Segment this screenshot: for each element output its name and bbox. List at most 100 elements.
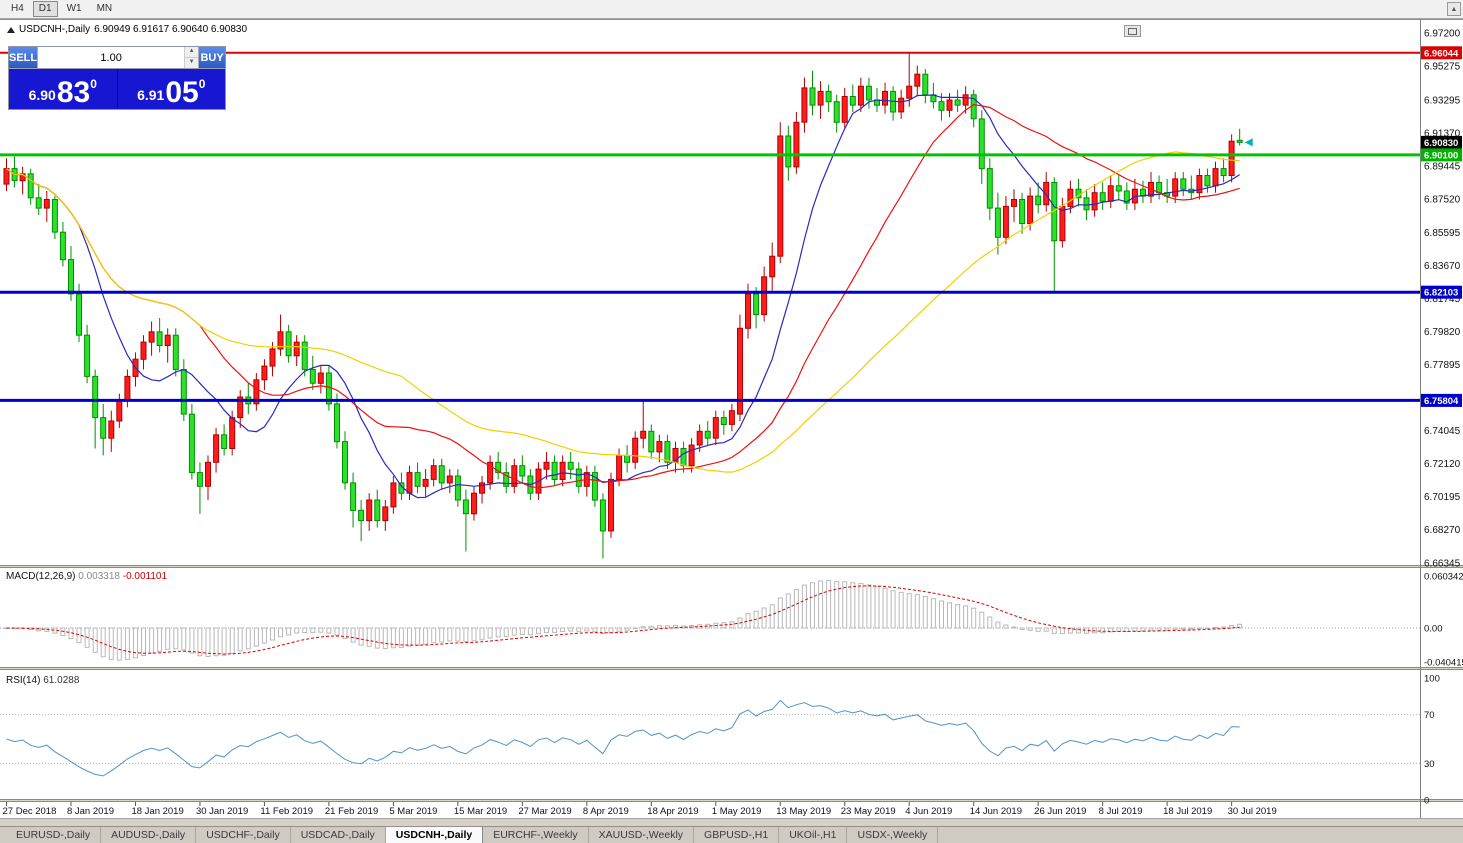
svg-text:23 May 2019: 23 May 2019 [841, 806, 896, 817]
tab-ukoil-h1[interactable]: UKOil-,H1 [779, 827, 848, 843]
svg-text:8 Apr 2019: 8 Apr 2019 [583, 806, 629, 817]
macd-signal-line [6, 585, 1240, 655]
macd-indicator-label: MACD(12,26,9) 0.003318 -0.001101 [6, 571, 168, 582]
svg-text:6.95275: 6.95275 [1424, 62, 1461, 73]
tab-xauusd-weekly[interactable]: XAUUSD-,Weekly [589, 827, 695, 843]
tab-usdcad-daily[interactable]: USDCAD-,Daily [291, 827, 386, 843]
svg-text:4 Jun 2019: 4 Jun 2019 [905, 806, 952, 817]
ma-line-25 [6, 103, 1240, 489]
svg-text:30: 30 [1424, 759, 1435, 770]
svg-text:14 Jun 2019: 14 Jun 2019 [970, 806, 1022, 817]
svg-text:8 Jan 2019: 8 Jan 2019 [67, 806, 114, 817]
rsi-line [6, 699, 1240, 777]
tab-gbpusd-h1[interactable]: GBPUSD-,H1 [694, 827, 780, 843]
buy-price-base: 6.91 [137, 87, 165, 103]
chart-symbol-label: USDCNH-,Daily [19, 24, 91, 35]
svg-text:6.66345: 6.66345 [1424, 558, 1461, 569]
svg-text:0: 0 [1424, 796, 1429, 807]
svg-text:27 Dec 2018: 27 Dec 2018 [3, 806, 57, 817]
volume-input[interactable] [38, 47, 185, 68]
svg-text:5 Mar 2019: 5 Mar 2019 [389, 806, 437, 817]
ma-line-50 [6, 151, 1240, 473]
current-price-marker [1244, 138, 1253, 147]
chart-canvas[interactable]: 6.97200 6.95275 6.93295 6.91370 6.89445 6.875… [0, 19, 1463, 818]
price-tag-6.90830 [1421, 135, 1462, 149]
buy-price-pips: 05 [165, 76, 199, 110]
svg-text:11 Feb 2019: 11 Feb 2019 [260, 806, 313, 817]
svg-text:18 Jan 2019: 18 Jan 2019 [131, 806, 183, 817]
svg-text:6.81745: 6.81745 [1424, 294, 1461, 305]
price-tag-6.96044 [1421, 46, 1462, 60]
buy-price-display[interactable]: 6.91 05 0 [118, 69, 226, 109]
candles [3, 51, 1243, 559]
sell-price-pips: 83 [56, 76, 91, 110]
buy-button[interactable]: BUY [199, 47, 225, 68]
svg-text:6.90100: 6.90100 [1424, 150, 1458, 161]
svg-text:13 May 2019: 13 May 2019 [776, 806, 831, 817]
restore-button[interactable] [1124, 25, 1141, 37]
tab-eurchf-weekly[interactable]: EURCHF-,Weekly [483, 827, 589, 843]
sell-button[interactable]: SELL [9, 47, 38, 68]
buy-price-pipette: 0 [198, 77, 206, 91]
svg-text:6.93295: 6.93295 [1424, 96, 1461, 107]
chart-ohlc-label: 6.90949 6.91617 6.90640 6.90830 [94, 24, 248, 35]
rsi-indicator-label: RSI(14) 61.0288 [6, 675, 80, 686]
chart-tabs-bar: EURUSD-,Daily AUDUSD-,Daily USDCHF-,Daily U… [0, 826, 1463, 843]
tab-usdx-weekly[interactable]: USDX-,Weekly [847, 827, 939, 843]
tab-eurusd-daily[interactable]: EURUSD-,Daily [6, 827, 102, 843]
svg-text:30 Jul 2019: 30 Jul 2019 [1228, 806, 1277, 817]
svg-text:0.00: 0.00 [1424, 624, 1443, 635]
svg-text:6.68270: 6.68270 [1424, 525, 1461, 536]
svg-text:27 Mar 2019: 27 Mar 2019 [518, 806, 571, 817]
volume-down-button[interactable]: ▼ [185, 58, 199, 68]
svg-text:6.74045: 6.74045 [1424, 426, 1461, 437]
timeframe-button-d1[interactable]: D1 [32, 1, 58, 17]
svg-text:18 Apr 2019: 18 Apr 2019 [647, 806, 698, 817]
tab-usdcnh-daily[interactable]: USDCNH-,Daily [385, 827, 484, 843]
sell-price-display[interactable]: 6.90 83 0 [9, 69, 118, 109]
svg-text:6.89445: 6.89445 [1424, 162, 1461, 173]
svg-text:-0.040415: -0.040415 [1424, 658, 1463, 669]
status-strip [0, 818, 1463, 827]
price-tag-6.75804 [1421, 393, 1462, 407]
svg-text:100: 100 [1424, 674, 1440, 685]
timeframe-toolbar: H4 D1 W1 MN [0, 0, 1463, 19]
svg-text:18 Jul 2019: 18 Jul 2019 [1163, 806, 1212, 817]
svg-text:6.72120: 6.72120 [1424, 459, 1461, 470]
svg-text:30 Jan 2019: 30 Jan 2019 [196, 806, 248, 817]
svg-text:6.96044: 6.96044 [1424, 48, 1459, 59]
scroll-up-button[interactable]: ▲ [1447, 2, 1461, 16]
sell-price-pipette: 0 [90, 77, 97, 91]
restore-icon [1128, 28, 1137, 35]
svg-text:6.79820: 6.79820 [1424, 327, 1461, 338]
svg-text:6.77895: 6.77895 [1424, 360, 1461, 371]
svg-text:15 Mar 2019: 15 Mar 2019 [454, 806, 507, 817]
svg-text:1 May 2019: 1 May 2019 [712, 806, 762, 817]
svg-text:21 Feb 2019: 21 Feb 2019 [325, 806, 378, 817]
svg-text:6.87520: 6.87520 [1424, 195, 1461, 206]
svg-text:6.82103: 6.82103 [1424, 288, 1458, 299]
svg-text:6.85595: 6.85595 [1424, 228, 1461, 239]
svg-text:6.83670: 6.83670 [1424, 261, 1461, 272]
svg-text:6.75804: 6.75804 [1424, 396, 1459, 407]
svg-text:70: 70 [1424, 710, 1435, 721]
price-tag-6.90100 [1421, 148, 1462, 162]
svg-text:8 Jul 2019: 8 Jul 2019 [1099, 806, 1143, 817]
price-tag-6.82103 [1421, 285, 1462, 299]
volume-up-button[interactable]: ▲ [185, 47, 199, 58]
timeframe-button-mn[interactable]: MN [96, 3, 113, 14]
volume-box: ▲ ▼ [37, 47, 200, 68]
tab-audusd-daily[interactable]: AUDUSD-,Daily [101, 827, 197, 843]
tab-usdchf-daily[interactable]: USDCHF-,Daily [196, 827, 291, 843]
svg-text:6.91370: 6.91370 [1424, 129, 1461, 140]
one-click-trading-panel: SELL ▲ ▼ BUY 6.90 83 0 6.91 05 0 [8, 46, 226, 110]
svg-text:26 Jun 2019: 26 Jun 2019 [1034, 806, 1086, 817]
timeframe-button-w1[interactable]: W1 [66, 3, 82, 14]
svg-text:6.90830: 6.90830 [1424, 138, 1458, 149]
collapse-icon [7, 26, 15, 33]
svg-text:6.70195: 6.70195 [1424, 492, 1461, 503]
sell-price-base: 6.90 [28, 87, 56, 103]
svg-text:0.060342: 0.060342 [1424, 572, 1463, 583]
timeframe-button-h4[interactable]: H4 [11, 3, 24, 14]
svg-text:6.97200: 6.97200 [1424, 29, 1461, 40]
